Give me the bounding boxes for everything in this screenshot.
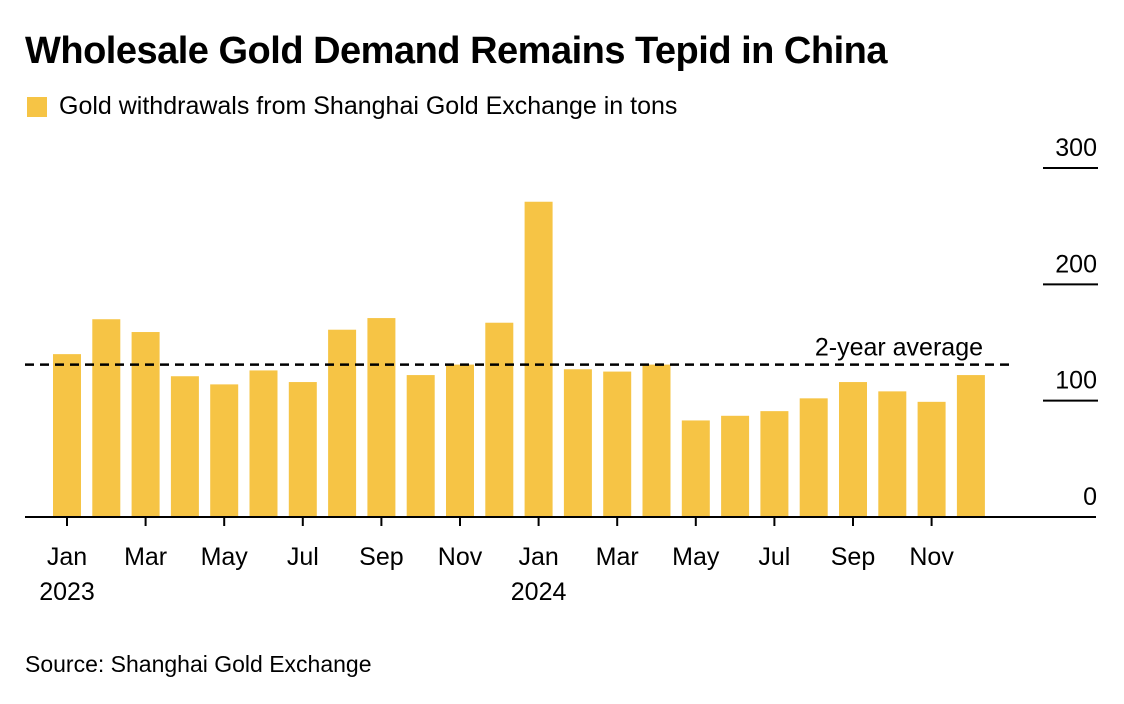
bar	[721, 415, 750, 517]
legend-label: Gold withdrawals from Shanghai Gold Exch…	[59, 92, 678, 120]
x-tick-label: Nov	[438, 543, 483, 571]
bar	[839, 382, 867, 517]
x-tick-label: Jul	[758, 543, 790, 571]
x-tick-label: Mar	[596, 543, 639, 571]
x-tick-label: Sep	[831, 543, 875, 571]
bar	[288, 382, 317, 517]
x-tick-label: Jan	[518, 543, 558, 571]
y-tick-label: 300	[1055, 134, 1097, 162]
bar	[92, 319, 121, 517]
bar	[563, 369, 592, 517]
bar	[799, 398, 828, 517]
bar	[170, 376, 199, 517]
x-tick-label: Mar	[124, 543, 167, 571]
bar	[681, 420, 710, 517]
bar	[917, 401, 946, 517]
bar	[367, 318, 396, 517]
y-tick-label: 0	[1083, 483, 1097, 511]
bar	[131, 332, 160, 517]
x-tick-label: Jul	[287, 543, 319, 571]
legend: Gold withdrawals from Shanghai Gold Exch…	[27, 92, 677, 121]
bar	[53, 354, 81, 517]
x-tick-label: May	[672, 543, 720, 571]
x-tick-label: Jan	[47, 543, 87, 571]
chart-title: Wholesale Gold Demand Remains Tepid in C…	[25, 30, 887, 72]
legend-swatch	[27, 96, 47, 117]
x-tick-label: Nov	[909, 543, 954, 571]
bar	[524, 201, 553, 517]
x-tick-label: May	[201, 543, 249, 571]
bar	[485, 322, 514, 517]
bar	[328, 329, 357, 517]
bar	[406, 375, 435, 517]
x-tick-label: Sep	[359, 543, 403, 571]
bar	[878, 391, 907, 517]
average-reference-label: 2-year average	[815, 334, 983, 362]
bar	[760, 411, 789, 517]
bar	[446, 364, 474, 517]
x-tick-year-label: 2024	[511, 578, 567, 606]
x-tick-year-label: 2023	[39, 578, 95, 606]
bar	[249, 370, 278, 517]
bar	[210, 384, 239, 517]
bar	[642, 364, 671, 517]
y-tick-label: 200	[1055, 250, 1097, 278]
bar	[603, 371, 632, 517]
source-note: Source: Shanghai Gold Exchange	[25, 651, 372, 677]
y-tick-label: 100	[1055, 367, 1097, 395]
bar	[956, 375, 985, 517]
